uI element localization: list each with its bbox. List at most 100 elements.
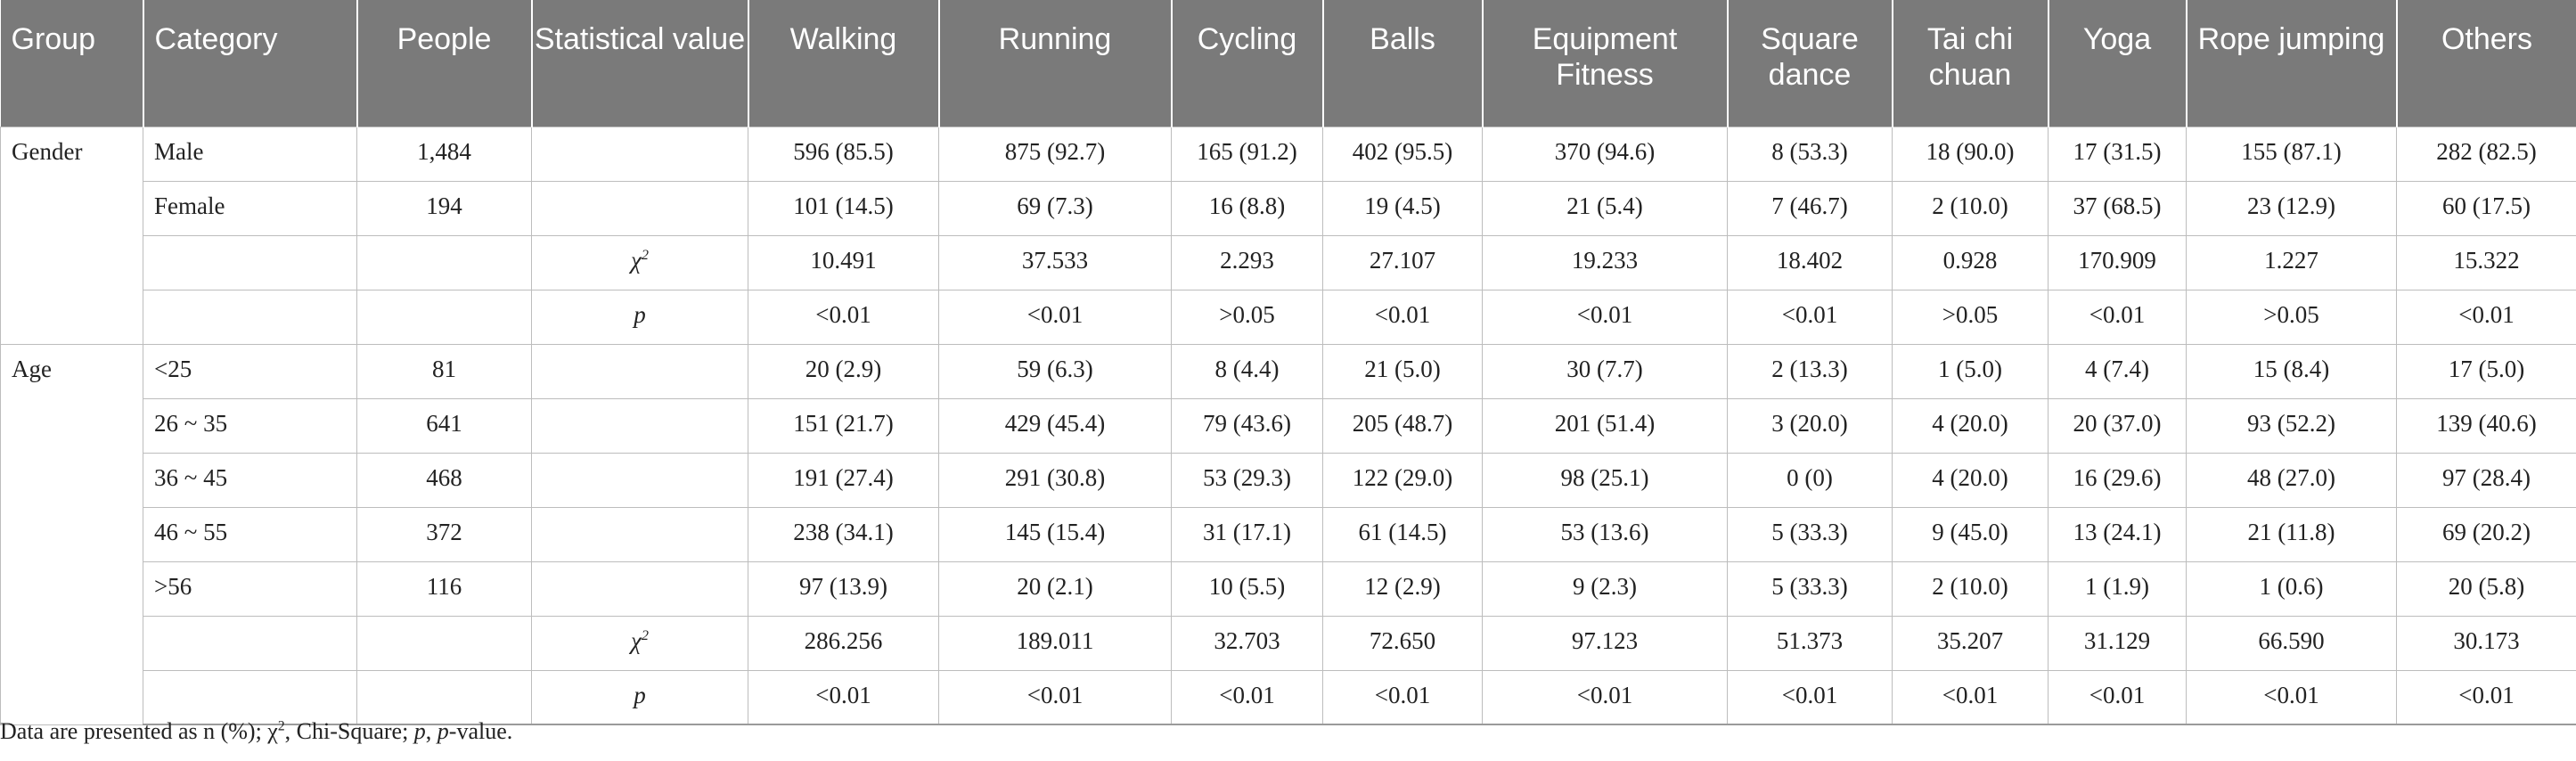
value-cell-square-dance: 8 (53.3) (1727, 126, 1893, 182)
category-cell: 46 ~ 55 (143, 506, 357, 562)
statistical-value-cell (531, 126, 748, 182)
value-cell-others: 17 (5.0) (2396, 343, 2576, 399)
value-cell-tai-chi-chuan: 2 (10.0) (1892, 561, 2049, 617)
people-cell (356, 289, 532, 345)
table-row: 46 ~ 55 372 238 (34.1) 145 (15.4) 31 (17.1) 6… (1, 506, 2576, 562)
column-header-equipment-fitness: Equipment Fitness (1481, 0, 1728, 127)
category-cell: 36 ~ 45 (143, 452, 357, 508)
statistical-value-cell: χ2 (531, 234, 748, 290)
value-cell-walking: 238 (34.1) (748, 506, 939, 562)
statistical-value-cell: p (531, 289, 748, 345)
value-cell-equipment-fitness: 30 (7.7) (1482, 343, 1728, 399)
value-cell-walking: 286.256 (748, 615, 939, 671)
people-cell (356, 234, 532, 290)
table-header: Group Category People Statistical value Walk… (0, 0, 2576, 127)
value-cell-yoga: 20 (37.0) (2048, 397, 2187, 454)
value-cell-others: 282 (82.5) (2396, 126, 2576, 182)
value-cell-rope-jumping: 23 (12.9) (2186, 180, 2397, 236)
group-cell: Age (0, 343, 143, 725)
value-cell-yoga: 4 (7.4) (2048, 343, 2187, 399)
value-cell-tai-chi-chuan: 18 (90.0) (1892, 126, 2049, 182)
value-cell-cycling: 10 (5.5) (1171, 561, 1323, 617)
value-cell-equipment-fitness: 97.123 (1482, 615, 1728, 671)
value-cell-tai-chi-chuan: 1 (5.0) (1892, 343, 2049, 399)
category-cell (143, 669, 357, 725)
value-cell-tai-chi-chuan: 0.928 (1892, 234, 2049, 290)
statistical-value-cell (531, 397, 748, 454)
value-cell-rope-jumping: 21 (11.8) (2186, 506, 2397, 562)
value-cell-balls: 21 (5.0) (1322, 343, 1483, 399)
table-row: p <0.01 <0.01 >0.05 <0.01 <0.01 <0.01 >0.05 <0.0… (1, 289, 2576, 345)
value-cell-rope-jumping: 1 (0.6) (2186, 561, 2397, 617)
value-cell-equipment-fitness: <0.01 (1482, 289, 1728, 345)
value-cell-walking: 10.491 (748, 234, 939, 290)
people-cell: 81 (356, 343, 532, 399)
value-cell-rope-jumping: 93 (52.2) (2186, 397, 2397, 454)
value-cell-cycling: 53 (29.3) (1171, 452, 1323, 508)
value-cell-running: 59 (6.3) (938, 343, 1172, 399)
value-cell-others: 69 (20.2) (2396, 506, 2576, 562)
value-cell-rope-jumping: 66.590 (2186, 615, 2397, 671)
value-cell-cycling: <0.01 (1171, 669, 1323, 725)
value-cell-equipment-fitness: 9 (2.3) (1482, 561, 1728, 617)
value-cell-equipment-fitness: 201 (51.4) (1482, 397, 1728, 454)
value-cell-balls: 27.107 (1322, 234, 1483, 290)
value-cell-running: <0.01 (938, 669, 1172, 725)
value-cell-square-dance: 2 (13.3) (1727, 343, 1893, 399)
value-cell-tai-chi-chuan: 4 (20.0) (1892, 452, 2049, 508)
value-cell-others: 15.322 (2396, 234, 2576, 290)
table-row: 26 ~ 35 641 151 (21.7) 429 (45.4) 79 (43.6) 2… (1, 397, 2576, 454)
value-cell-tai-chi-chuan: 35.207 (1892, 615, 2049, 671)
value-cell-tai-chi-chuan: >0.05 (1892, 289, 2049, 345)
column-header-rope-jumping: Rope jumping (2185, 0, 2397, 127)
value-cell-others: 20 (5.8) (2396, 561, 2576, 617)
people-cell (356, 615, 532, 671)
value-cell-square-dance: <0.01 (1727, 289, 1893, 345)
value-cell-others: 139 (40.6) (2396, 397, 2576, 454)
column-header-others: Others (2395, 0, 2576, 127)
statistical-value-cell (531, 561, 748, 617)
statistical-value-cell: p (531, 669, 748, 725)
table-footnote: Data are presented as n (%); χ2, Chi-Squ… (0, 718, 513, 744)
category-cell (143, 615, 357, 671)
value-cell-others: <0.01 (2396, 289, 2576, 345)
value-cell-balls: 72.650 (1322, 615, 1483, 671)
value-cell-rope-jumping: >0.05 (2186, 289, 2397, 345)
value-cell-cycling: 165 (91.2) (1171, 126, 1323, 182)
table-row: >56 116 97 (13.9) 20 (2.1) 10 (5.5) 12 (2.9) 9… (1, 561, 2576, 617)
value-cell-balls: 402 (95.5) (1322, 126, 1483, 182)
value-cell-walking: <0.01 (748, 289, 939, 345)
value-cell-equipment-fitness: <0.01 (1482, 669, 1728, 725)
value-cell-walking: 101 (14.5) (748, 180, 939, 236)
people-cell: 194 (356, 180, 532, 236)
column-header-people: People (356, 0, 532, 127)
value-cell-yoga: <0.01 (2048, 289, 2187, 345)
table-row: Female 194 101 (14.5) 69 (7.3) 16 (8.8) 19 (4… (1, 180, 2576, 236)
column-header-group: Group (0, 0, 143, 127)
category-cell: <25 (143, 343, 357, 399)
value-cell-square-dance: 18.402 (1727, 234, 1893, 290)
category-cell: Male (143, 126, 357, 182)
value-cell-running: 291 (30.8) (938, 452, 1172, 508)
value-cell-equipment-fitness: 19.233 (1482, 234, 1728, 290)
statistical-value-cell (531, 180, 748, 236)
value-cell-others: <0.01 (2396, 669, 2576, 725)
value-cell-tai-chi-chuan: 2 (10.0) (1892, 180, 2049, 236)
value-cell-tai-chi-chuan: 9 (45.0) (1892, 506, 2049, 562)
category-cell: 26 ~ 35 (143, 397, 357, 454)
column-header-cycling: Cycling (1170, 0, 1323, 127)
value-cell-tai-chi-chuan: <0.01 (1892, 669, 2049, 725)
value-cell-running: <0.01 (938, 289, 1172, 345)
value-cell-balls: 19 (4.5) (1322, 180, 1483, 236)
column-header-yoga: Yoga (2047, 0, 2187, 127)
value-cell-yoga: 16 (29.6) (2048, 452, 2187, 508)
table-body: Gender Male 1,484 596 (85.5) 875 (92.7) 165 (… (0, 126, 2576, 725)
column-header-running: Running (937, 0, 1172, 127)
people-cell: 372 (356, 506, 532, 562)
value-cell-yoga: 17 (31.5) (2048, 126, 2187, 182)
category-cell (143, 289, 357, 345)
value-cell-running: 69 (7.3) (938, 180, 1172, 236)
value-cell-others: 30.173 (2396, 615, 2576, 671)
value-cell-yoga: 170.909 (2048, 234, 2187, 290)
header-row: Group Category People Statistical value Walk… (0, 0, 2576, 127)
